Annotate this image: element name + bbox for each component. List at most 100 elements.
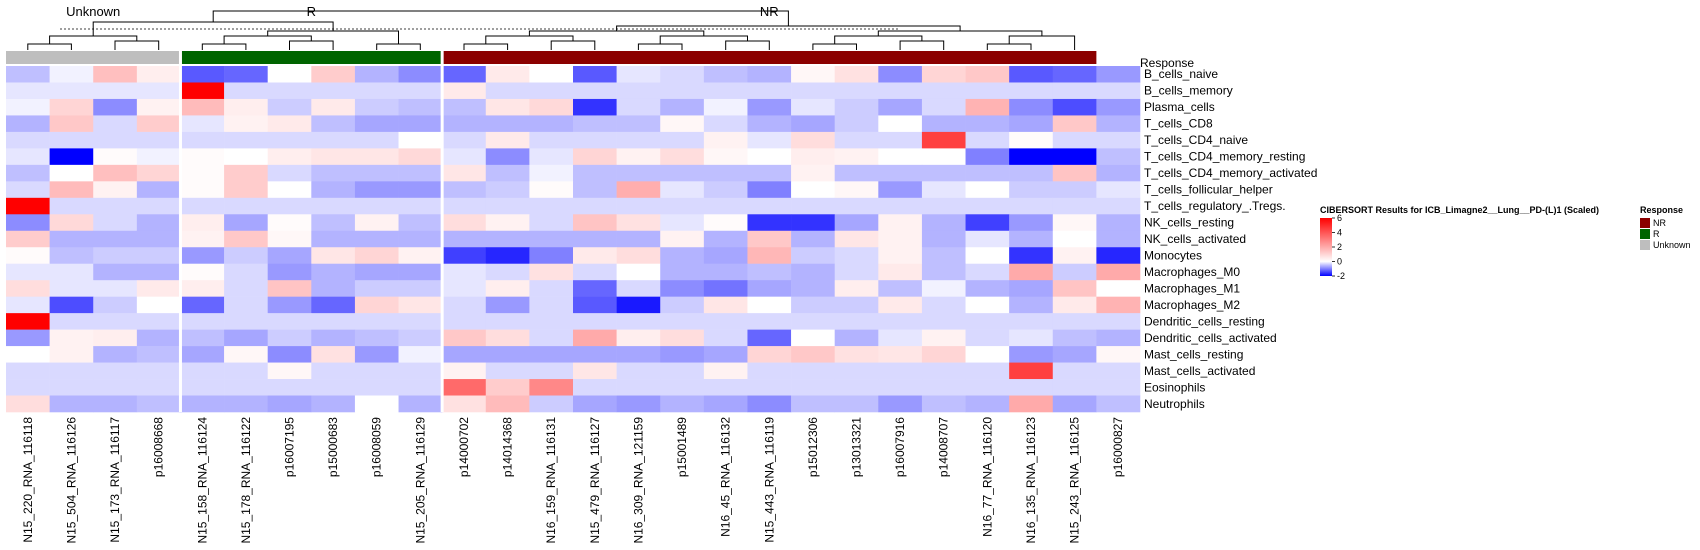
heatmap-cell [311, 247, 356, 265]
heatmap-cell [965, 346, 1010, 363]
heatmap-cell [965, 280, 1010, 297]
heatmap-cell [398, 280, 443, 297]
heatmap-cell [136, 82, 181, 100]
row-label: T_cells_CD4_memory_resting [1144, 150, 1305, 164]
heatmap-cell [398, 82, 443, 100]
heatmap-cell [485, 280, 530, 297]
heatmap-cell [136, 329, 181, 347]
heatmap-cell [965, 362, 1010, 380]
row-label: Plasma_cells [1144, 100, 1215, 114]
heatmap-cell [791, 263, 835, 281]
heatmap-cell [224, 181, 268, 199]
heatmap-cell [747, 230, 792, 248]
heatmap-cell [6, 197, 50, 215]
heatmap-cell [791, 280, 835, 297]
heatmap-cell [224, 214, 268, 232]
row-label: Monocytes [1144, 249, 1202, 263]
heatmap-cell [311, 313, 356, 330]
heatmap-cell [224, 313, 268, 330]
heatmap-cell [485, 247, 530, 265]
heatmap-cell [965, 98, 1010, 116]
heatmap-cell [267, 197, 312, 215]
response-legend-label: NR [1653, 218, 1666, 228]
heatmap-cell [224, 66, 268, 83]
heatmap-cell [1096, 214, 1141, 232]
heatmap-cell [49, 247, 94, 265]
heatmap-cell [834, 115, 879, 133]
row-labels: B_cells_naive B_cells_memory Plasma_cells T… [1144, 67, 1317, 411]
heatmap-cell [921, 346, 966, 363]
heatmap-cell [965, 379, 1010, 396]
heatmap-cell [791, 66, 835, 83]
heatmap-cell [267, 280, 312, 297]
heatmap-cell [616, 263, 661, 281]
heatmap-cell [6, 296, 50, 314]
heatmap-cell [921, 313, 966, 330]
heatmap-cell [878, 181, 923, 199]
heatmap-cell [616, 115, 661, 133]
heatmap-cell [311, 131, 356, 149]
color-scale-tick-label: 4 [1337, 228, 1342, 238]
heatmap-cell [398, 329, 443, 347]
heatmap-cell [180, 98, 225, 116]
column-label: p16008668 [152, 417, 166, 477]
heatmap-cell [180, 395, 225, 413]
heatmap-cell [485, 362, 530, 380]
response-track-unknown [6, 51, 181, 64]
heatmap-cell [180, 280, 225, 297]
heatmap-cell [747, 346, 792, 363]
heatmap-cell [747, 296, 792, 314]
heatmap-cell [573, 230, 617, 248]
heatmap-cell [703, 379, 748, 396]
heatmap-cell [834, 346, 879, 363]
heatmap-cell [6, 131, 50, 149]
group-label-unknown: Unknown [66, 4, 120, 19]
heatmap-cell [1009, 395, 1054, 413]
heatmap-cell [136, 131, 181, 149]
row-label: Macrophages_M0 [1144, 265, 1240, 279]
heatmap-cell [616, 362, 661, 380]
heatmap-cell [1096, 197, 1141, 215]
heatmap-cell [573, 214, 617, 232]
heatmap-cell [834, 362, 879, 380]
heatmap-cell [398, 115, 443, 133]
heatmap-cell [49, 66, 94, 83]
heatmap-cell [660, 395, 705, 413]
row-label: Mast_cells_resting [1144, 347, 1243, 361]
heatmap-cell [1052, 131, 1097, 149]
heatmap-cell [878, 82, 923, 100]
heatmap-cell [224, 280, 268, 297]
row-label: B_cells_naive [1144, 67, 1218, 81]
heatmap-cell [354, 214, 399, 232]
heatmap-cell [703, 313, 748, 330]
heatmap-cell [791, 164, 835, 182]
heatmap-cell [180, 82, 225, 100]
color-scale-tick-label: 6 [1337, 213, 1342, 223]
heatmap-cell [442, 115, 487, 133]
heatmap-cell [834, 197, 879, 215]
heatmap-cell [49, 280, 94, 297]
heatmap-cell [616, 214, 661, 232]
heatmap-cell [921, 115, 966, 133]
heatmap-cell [93, 115, 138, 133]
heatmap-cell [136, 395, 181, 413]
heatmap-cell [791, 329, 835, 347]
heatmap-cell [573, 280, 617, 297]
heatmap-cell [442, 66, 487, 83]
heatmap-cell [921, 197, 966, 215]
row-label: T_cells_follicular_helper [1144, 183, 1273, 197]
heatmap-cell [921, 247, 966, 265]
heatmap-cell [660, 197, 705, 215]
group-gap [440, 49, 444, 412]
heatmap-cell [573, 181, 617, 199]
heatmap-cell [834, 296, 879, 314]
heatmap-cell [747, 181, 792, 199]
column-label: p13013321 [850, 417, 864, 477]
heatmap-cell [703, 197, 748, 215]
heatmap-cell [93, 280, 138, 297]
heatmap-cell [49, 263, 94, 281]
heatmap-cell [573, 131, 617, 149]
heatmap-cell [878, 98, 923, 116]
heatmap-cell [703, 98, 748, 116]
heatmap-cell [1096, 181, 1141, 199]
